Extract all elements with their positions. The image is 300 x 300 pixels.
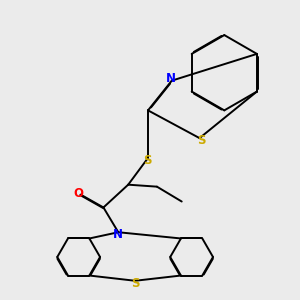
Text: N: N [113,228,123,241]
Text: O: O [73,187,83,200]
Text: S: S [143,154,152,166]
Text: S: S [131,277,140,290]
Text: N: N [166,72,176,86]
Text: S: S [197,134,205,147]
